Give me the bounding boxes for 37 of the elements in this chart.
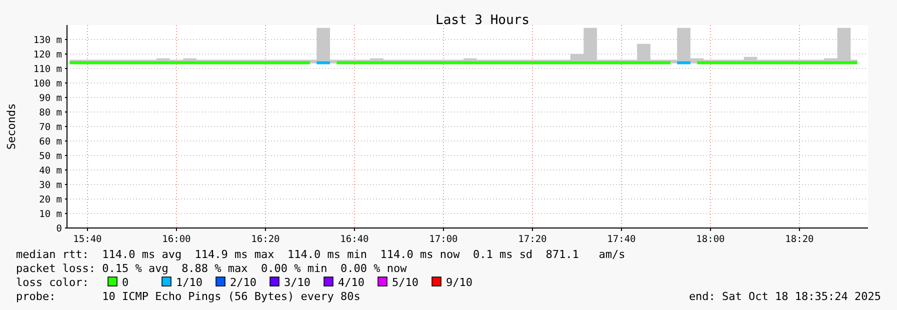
x-tick-label: 18:00	[696, 234, 726, 245]
y-tick-label: 130 m	[33, 34, 62, 46]
legend-label: 0	[122, 276, 129, 289]
text: median rtt: 114.0 ms avg 114.9 ms max 114.0 ms min 114.0 ms now 0.1 ms sd 871.1 am/s	[16, 248, 626, 261]
y-tick-label: 60 m	[39, 136, 62, 148]
x-tick-label: 16:40	[340, 234, 370, 245]
y-tick-label: 80 m	[39, 107, 62, 118]
y-tick-label: 20 m	[39, 194, 62, 206]
legend-label: 9/10	[446, 276, 472, 289]
legend-label: 1/10	[176, 276, 202, 289]
y-tick-label: 70 m	[39, 122, 62, 133]
x-tick-label: 17:20	[518, 234, 548, 245]
y-tick-label: 100 m	[33, 78, 62, 90]
x-tick-label: 17:00	[429, 234, 458, 245]
legend-label: 3/10	[284, 276, 310, 289]
x-tick-label: 18:20	[785, 234, 814, 245]
x-tick-label: 16:00	[162, 234, 192, 245]
y-tick-label: 120 m	[33, 49, 62, 60]
legend-label: 2/10	[230, 276, 256, 289]
y-tick-label: 0	[56, 223, 62, 234]
text: probe: 10 ICMP Echo Pings (56 Bytes) every 80s	[16, 290, 360, 303]
x-tick-label: 15:40	[73, 234, 102, 245]
y-tick-label: 40 m	[39, 165, 62, 176]
x-tick-label: 16:20	[251, 234, 280, 245]
y-tick-label: 30 m	[39, 180, 62, 191]
legend-label: 5/10	[392, 276, 418, 289]
x-tick-label: 17:40	[607, 234, 636, 245]
chart-title: Last 3 Hours	[436, 13, 530, 28]
text: end: Sat Oct 18 18:35:24 2025	[688, 290, 881, 303]
y-tick-label: 90 m	[39, 92, 62, 104]
legend-label: 4/10	[338, 276, 364, 289]
y-tick-label: 50 m	[39, 150, 62, 162]
y-axis-title: Seconds	[5, 103, 18, 150]
y-tick-label: 110 m	[33, 64, 62, 75]
legend-title: loss color:	[16, 276, 89, 289]
y-tick-label: 10 m	[39, 208, 62, 220]
text: packet loss: 0.15 % avg 8.88 % max 0.00 % min 0.00 % now	[16, 262, 408, 275]
